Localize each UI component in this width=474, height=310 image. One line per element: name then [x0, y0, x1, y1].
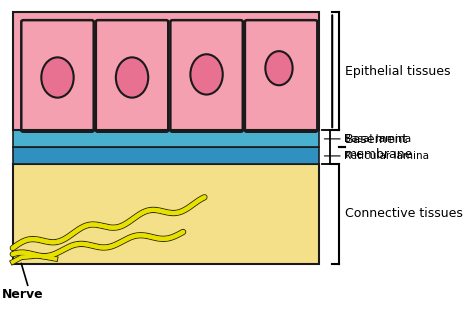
Text: Nerve: Nerve — [2, 288, 44, 301]
Text: Epithelial tissues: Epithelial tissues — [345, 65, 450, 78]
Ellipse shape — [116, 57, 148, 98]
FancyBboxPatch shape — [13, 12, 319, 130]
Ellipse shape — [191, 54, 223, 95]
FancyBboxPatch shape — [13, 130, 319, 147]
FancyBboxPatch shape — [13, 147, 319, 164]
Ellipse shape — [265, 51, 292, 85]
Text: Reticular lamina: Reticular lamina — [344, 151, 429, 161]
FancyBboxPatch shape — [13, 164, 319, 264]
Text: Basal lamina: Basal lamina — [344, 134, 411, 144]
Ellipse shape — [41, 57, 73, 98]
Text: Basement
membrane: Basement membrane — [345, 133, 413, 161]
Text: Connective tissues: Connective tissues — [345, 207, 463, 220]
